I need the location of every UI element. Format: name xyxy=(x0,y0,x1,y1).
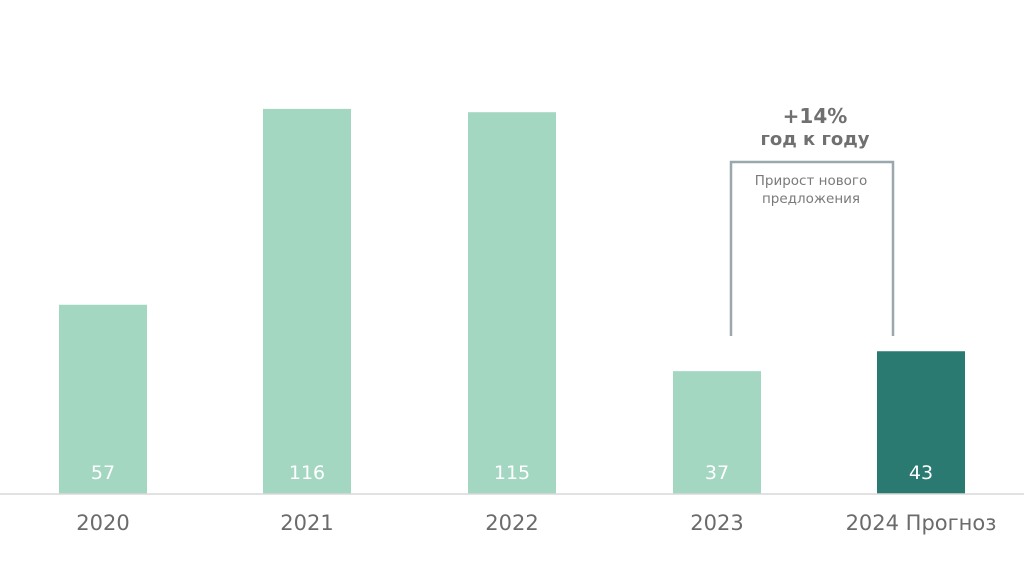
growth-bracket xyxy=(729,160,895,336)
bar-value-label: 115 xyxy=(494,462,530,484)
bracket-note-line2: предложения xyxy=(762,191,860,207)
bar-value-label: 37 xyxy=(705,462,729,484)
growth-annotation: +14% год к году Прирост нового предложен… xyxy=(729,104,895,336)
category-label: 2022 xyxy=(485,511,538,535)
growth-period-label: год к году xyxy=(760,129,869,150)
bar-2020 xyxy=(59,304,147,494)
bar-2022 xyxy=(468,112,556,494)
bar-2021 xyxy=(263,108,351,494)
bar-value-label: 57 xyxy=(91,462,115,484)
bracket-note-line1: Прирост нового xyxy=(755,173,868,189)
category-label: 2020 xyxy=(76,511,129,535)
bar-value-label: 116 xyxy=(289,462,325,484)
bar-2023 xyxy=(673,371,761,494)
category-label: 2021 xyxy=(280,511,333,535)
bars-group xyxy=(59,108,965,494)
value-labels-group: 57 116 115 37 43 xyxy=(91,462,933,484)
category-label: 2023 xyxy=(690,511,743,535)
category-label: 2024 Прогноз xyxy=(846,511,997,535)
bar-2024-прогноз xyxy=(877,351,965,494)
bar-value-label: 43 xyxy=(909,462,933,484)
growth-percent-label: +14% xyxy=(783,104,848,128)
category-labels-group: 2020 2021 2022 2023 2024 Прогноз xyxy=(76,511,996,535)
